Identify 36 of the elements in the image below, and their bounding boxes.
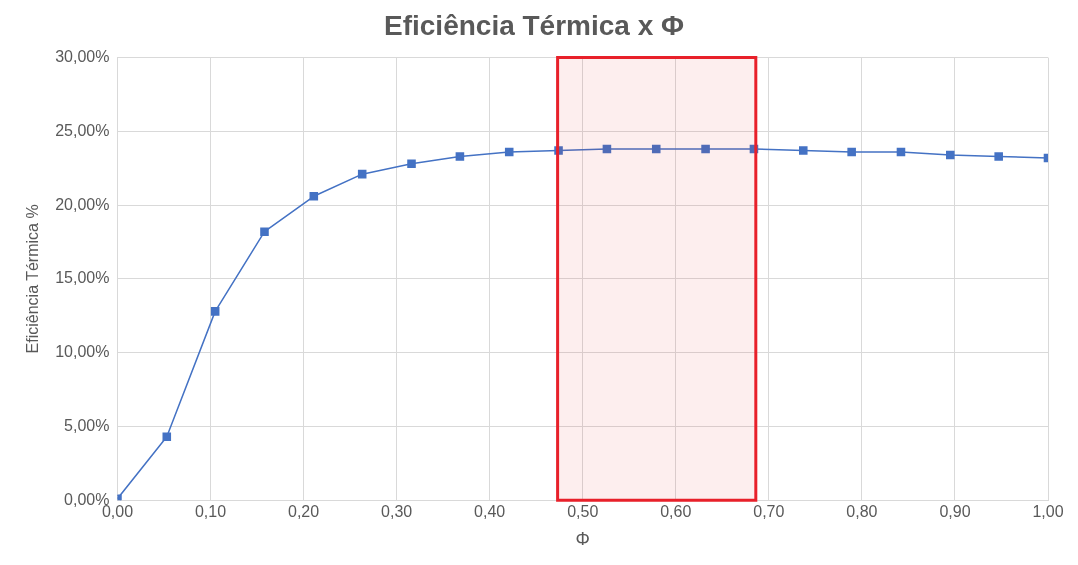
x-tick-label: 0,60	[660, 503, 692, 521]
x-tick-label: 0,90	[939, 503, 971, 521]
y-tick-label: 10,00%	[55, 343, 110, 361]
point	[210, 307, 220, 316]
point	[701, 144, 710, 154]
point	[309, 192, 319, 201]
y-tick-label: 20,00%	[55, 195, 110, 213]
y-tick-label: 0,00%	[64, 490, 110, 508]
x-tick-label: 0,10	[194, 503, 227, 521]
point	[455, 152, 465, 161]
point	[407, 159, 416, 169]
point	[946, 150, 955, 160]
point	[357, 169, 367, 179]
point	[162, 432, 172, 442]
x-tick-label: 0,50	[567, 503, 599, 521]
y-tick-label: 5,00%	[64, 416, 110, 434]
point	[798, 146, 808, 155]
x-tick-label: 0,40	[474, 503, 506, 521]
x-axis-title: Φ	[575, 529, 590, 550]
x-tick-label: 0,80	[846, 503, 878, 521]
x-tick-label: 0,30	[381, 503, 413, 521]
point	[602, 144, 612, 154]
point	[651, 144, 661, 154]
point	[994, 152, 1003, 161]
chart-title: Eficiência Térmica x Φ	[383, 9, 685, 41]
y-tick-label: 15,00%	[55, 269, 110, 287]
y-axis-title: Eficiência Térmica %	[24, 204, 42, 354]
y-tick-label: 25,00%	[55, 121, 110, 139]
point	[504, 147, 514, 157]
x-tick-label: 1,00	[1032, 503, 1064, 521]
point	[896, 147, 906, 157]
point	[260, 227, 269, 236]
point	[847, 147, 856, 157]
y-tick-label: 30,00%	[55, 48, 110, 66]
x-tick-label: 0,70	[753, 503, 785, 521]
x-tick-label: 0,20	[288, 503, 320, 521]
